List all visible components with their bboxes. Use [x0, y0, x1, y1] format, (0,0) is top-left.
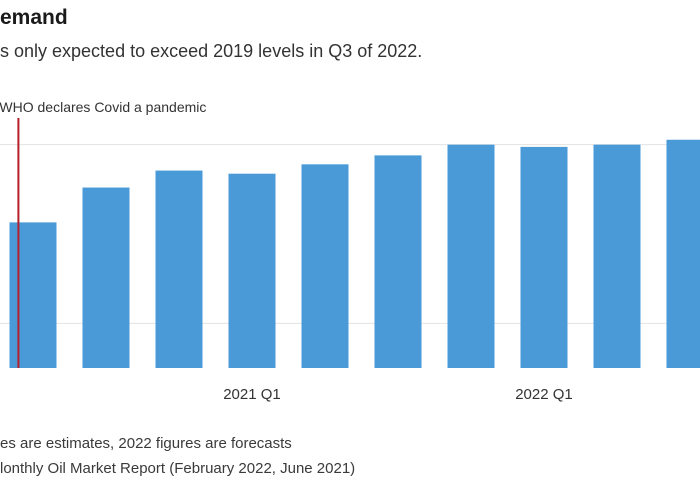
- bar-2022-q3: [666, 139, 700, 368]
- bar-2020-q3: [82, 187, 130, 368]
- annotations: WHO declares Covid a pandemic: [0, 99, 206, 368]
- x-tick-label-1: 2022 Q1: [515, 386, 573, 403]
- chart-title: emand: [0, 6, 68, 29]
- annotation-label-0: WHO declares Covid a pandemic: [0, 99, 206, 115]
- x-tick-label-0: 2021 Q1: [223, 386, 281, 403]
- bar-2020-q4: [155, 170, 203, 368]
- bar-2021-q4: [447, 144, 495, 368]
- chart-subtitle: s only expected to exceed 2019 levels in…: [0, 41, 423, 61]
- bar-2021-q2: [301, 164, 349, 368]
- bars: [9, 139, 700, 368]
- footnote-estimates: es are estimates, 2022 figures are forec…: [0, 435, 292, 452]
- x-axis-ticks: 2021 Q1 2022 Q1: [223, 386, 573, 403]
- bar-2021-q3: [374, 155, 422, 368]
- bar-2022-q1: [520, 146, 568, 368]
- footnote-source: lonthly Oil Market Report (February 2022…: [0, 460, 356, 477]
- bar-2021-q1: [228, 173, 276, 368]
- bar-2022-q2: [593, 144, 641, 368]
- bar-2020-q2: [9, 222, 57, 368]
